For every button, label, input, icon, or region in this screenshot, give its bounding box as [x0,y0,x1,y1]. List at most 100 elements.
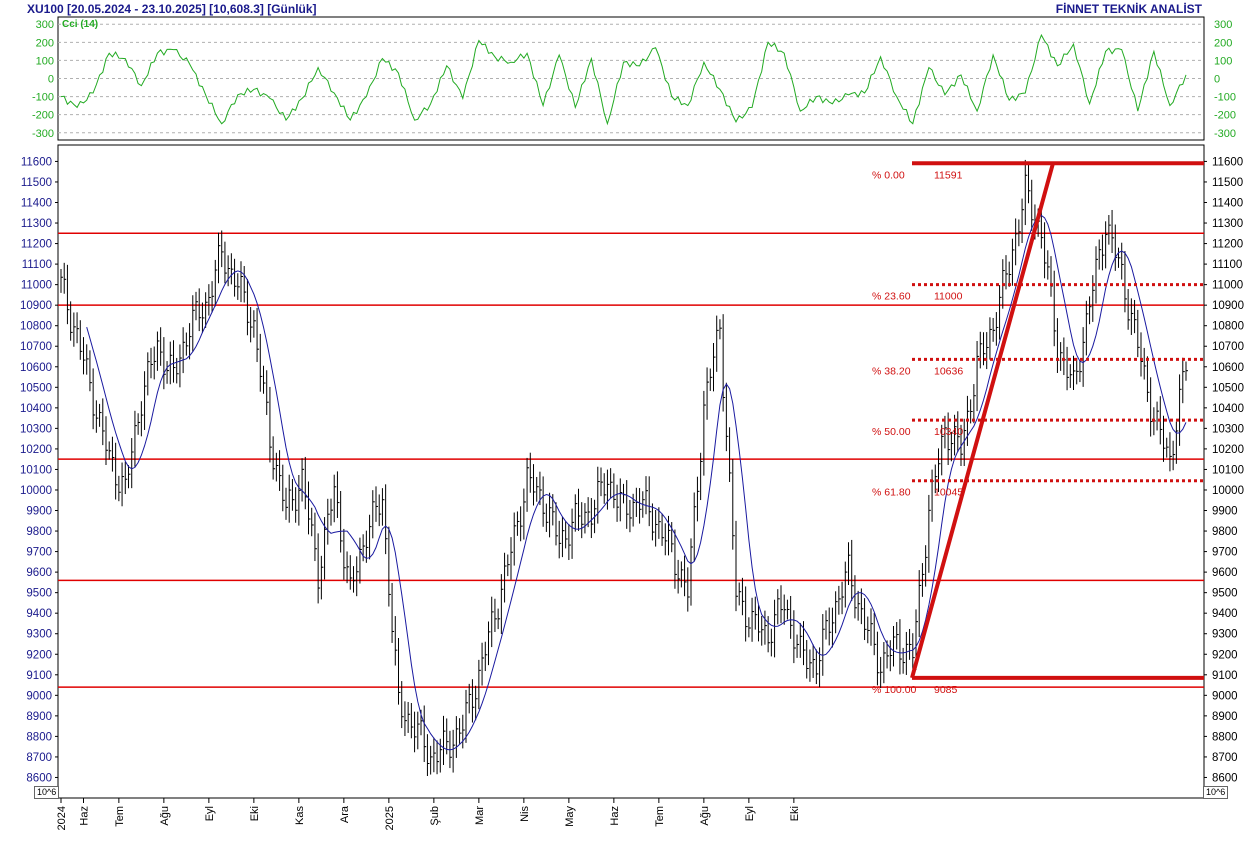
price-tick-label-right: 10100 [1212,464,1244,476]
price-tick-label-left: 9800 [26,526,52,538]
price-tick-label-right: 10500 [1212,382,1244,394]
price-tick-label-right: 10900 [1212,300,1244,312]
price-tick-label-right: 8700 [1212,752,1238,764]
price-tick-label-right: 9100 [1212,670,1238,682]
price-tick-label-left: 9600 [26,567,52,579]
price-tick-label-right: 10300 [1212,423,1244,435]
brand-label: FİNNET TEKNİK ANALİST [1055,2,1202,16]
price-tick-label-left: 9900 [26,506,52,518]
chart-header-left: XU100 [20.05.2024 - 23.10.2025] [10,608.… [27,2,317,16]
fib-percent-label: % 100.00 [872,684,917,696]
cci-tick-label-left: -200 [32,110,54,122]
price-tick-label-right: 9000 [1212,690,1238,702]
price-tick-label-left: 11500 [21,177,52,189]
ohlc-bars [60,159,1188,777]
fib-percent-label: % 23.60 [872,291,911,303]
cci-tick-label-left: 100 [36,55,54,67]
price-tick-label-left: 8600 [26,772,52,784]
fib-percent-label: % 61.80 [872,487,911,499]
price-tick-label-left: 9000 [26,690,52,702]
x-tick-label: Ağu [699,806,711,826]
price-tick-label-right: 10800 [1212,321,1244,333]
x-tick-label: Eki [789,806,801,821]
moving-average-line [86,214,1187,751]
price-tick-label-left: 10000 [20,485,52,497]
x-tick-label: Ara [339,805,351,823]
cci-tick-label-left: 300 [36,19,54,31]
price-tick-label-left: 11200 [21,239,52,251]
cci-tick-label-right: 200 [1214,37,1232,49]
cci-tick-label-right: -300 [1214,128,1236,140]
last-value-label: [10,608.3] [209,2,264,16]
x-tick-label: Eyl [204,806,216,821]
x-axis: 2024 Haz Tem Ağu Eyl Eki Kas Ara 2025 Şub Mar Nis Ma… [56,798,801,830]
x-tick-label: 2024 [56,806,68,830]
cci-tick-label-right: -200 [1214,110,1236,122]
unit-label-left: 10^6 [34,786,60,799]
price-tick-label-left: 10300 [20,423,52,435]
price-tick-label-right: 10200 [1212,444,1244,456]
price-tick-label-left: 10600 [20,362,52,374]
price-tick-label-right: 9900 [1212,506,1238,518]
cci-panel: -300 -300 -200 -200 -100 -100 0 0 100 100 200 200 30… [32,16,1236,141]
cci-indicator-label: Cci (14) [62,19,98,30]
price-tick-label-right: 9600 [1212,567,1238,579]
price-tick-label-right: 9800 [1212,526,1238,538]
price-tick-label-right: 9200 [1212,649,1238,661]
price-tick-label-left: 10100 [20,464,52,476]
fib-percent-label: % 0.00 [872,169,905,181]
period-label: [Günlük] [267,2,317,16]
price-tick-label-left: 9700 [26,547,52,559]
price-tick-label-left: 8700 [26,752,52,764]
price-tick-label-right: 11600 [1212,156,1243,168]
price-tick-label-right: 8900 [1212,711,1238,723]
price-tick-label-left: 8900 [26,711,52,723]
fib-trend-line [910,162,1055,679]
x-tick-label: Eki [249,806,261,821]
cci-tick-label-left: -100 [32,92,54,104]
price-tick-label-left: 10500 [20,382,52,394]
price-tick-label-right: 10000 [1212,485,1244,497]
price-tick-label-left: 10700 [20,341,52,353]
price-tick-label-left: 10400 [20,403,52,415]
price-tick-label-left: 10900 [20,300,52,312]
x-tick-label: Kas [294,806,306,825]
cci-tick-label-left: 0 [48,74,54,86]
price-tick-label-right: 11000 [1212,280,1243,292]
price-tick-label-left: 11300 [21,218,52,230]
x-tick-label: Haz [609,806,621,826]
price-frame [57,144,1205,799]
price-tick-label-right: 11300 [1212,218,1243,230]
x-tick-label: Ağu [159,806,171,826]
price-tick-label-right: 11500 [1212,177,1243,189]
price-tick-label-left: 9100 [26,670,52,682]
x-tick-label: Mar [474,806,486,825]
price-tick-label-right: 9700 [1212,547,1238,559]
price-tick-label-right: 8600 [1212,772,1238,784]
cci-tick-label-right: -100 [1214,92,1236,104]
x-tick-label: 2025 [384,806,396,830]
price-tick-label-right: 9500 [1212,588,1238,600]
x-tick-label: Şub [429,806,441,826]
fib-value-label: 11000 [934,291,963,303]
price-tick-label-right: 10400 [1212,403,1244,415]
fib-percent-label: % 38.20 [872,365,911,377]
x-tick-label: Haz [79,806,91,826]
cci-tick-label-left: 200 [36,37,54,49]
fib-value-label: 11591 [934,169,963,181]
price-tick-label-right: 11100 [1212,259,1242,271]
price-tick-label-left: 10800 [20,321,52,333]
fib-value-label: 9085 [934,684,958,696]
price-tick-label-left: 11000 [21,280,52,292]
price-tick-label-right: 9400 [1212,608,1238,620]
fib-value-label: 10340 [934,426,963,438]
date-range-label: [20.05.2024 - 23.10.2025] [67,2,206,16]
price-tick-label-left: 9200 [26,649,52,661]
price-tick-label-right: 11400 [1212,197,1243,209]
price-tick-label-left: 9400 [26,608,52,620]
symbol-label: XU100 [27,2,64,16]
price-tick-label-left: 11100 [22,259,52,271]
price-tick-label-right: 10700 [1212,341,1244,353]
cci-tick-label-left: -300 [32,128,54,140]
